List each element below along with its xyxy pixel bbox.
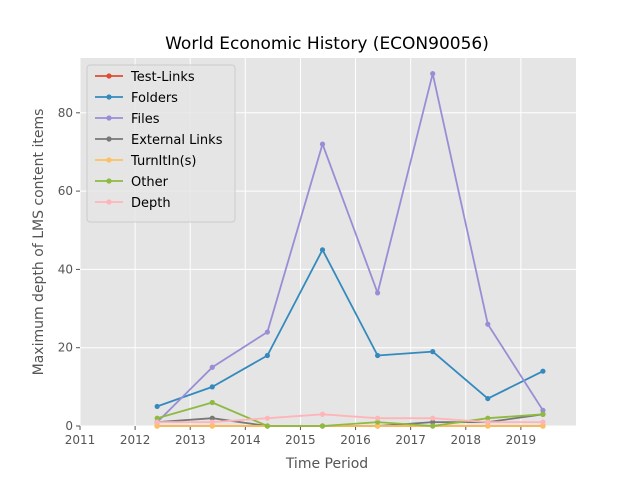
data-point xyxy=(264,329,270,335)
data-point xyxy=(319,247,326,253)
legend-entry-label: Test-Links xyxy=(130,70,195,85)
data-point xyxy=(209,423,215,429)
y-axis-ticks: 0 20 40 60 80 xyxy=(58,106,80,433)
series-files xyxy=(154,71,546,425)
x-tick-label: 2015 xyxy=(285,433,316,447)
series-folders xyxy=(154,247,546,410)
series-line xyxy=(156,72,544,423)
legend-swatch-marker xyxy=(106,178,112,184)
x-tick-label: 2011 xyxy=(65,433,96,447)
data-point xyxy=(154,423,160,429)
legend-swatch-marker xyxy=(106,136,112,142)
data-point xyxy=(319,411,326,417)
data-point xyxy=(430,71,436,77)
x-tick-label: 2019 xyxy=(506,433,537,447)
data-point xyxy=(375,352,381,359)
legend-entry-label: Other xyxy=(131,175,169,190)
data-point xyxy=(485,321,491,327)
series-line xyxy=(157,413,543,424)
data-point xyxy=(154,419,160,425)
x-tick-label: 2013 xyxy=(175,433,206,447)
x-tick-label: 2018 xyxy=(451,433,482,447)
data-point xyxy=(540,423,546,429)
data-point xyxy=(209,384,215,390)
legend-box xyxy=(86,64,236,223)
legend: Test-Links Folders Files External Links Turn… xyxy=(86,64,236,223)
data-point xyxy=(485,395,491,402)
y-tick-label: 20 xyxy=(58,341,73,355)
legend-entry-label: External Links xyxy=(131,133,223,148)
legend-entry-label: Folders xyxy=(131,91,178,106)
x-tick-label: 2016 xyxy=(340,433,371,447)
data-point xyxy=(209,364,215,370)
data-point xyxy=(485,415,491,421)
x-tick-label: 2012 xyxy=(120,433,151,447)
data-point xyxy=(540,411,546,417)
x-axis-ticks: 2011 2012 2013 2014 2015 2016 2017 2018 2019 xyxy=(65,426,536,447)
data-point xyxy=(430,415,436,421)
x-axis-label: Time Period xyxy=(285,456,368,472)
legend-entry-label: TurnItIn(s) xyxy=(130,154,196,169)
data-point xyxy=(209,419,215,425)
data-point xyxy=(319,423,326,429)
data-point xyxy=(375,290,381,296)
series-depth xyxy=(154,411,546,425)
data-point xyxy=(485,423,491,429)
y-tick-label: 40 xyxy=(58,262,73,276)
legend-swatch-marker xyxy=(106,157,112,163)
y-tick-label: 60 xyxy=(58,184,73,198)
data-point xyxy=(375,415,381,421)
legend-entry-label: Files xyxy=(131,112,160,127)
y-tick-label: 80 xyxy=(58,106,73,120)
data-point xyxy=(430,423,436,429)
data-point xyxy=(540,368,546,374)
legend-swatch-marker xyxy=(106,73,112,79)
data-point xyxy=(154,415,160,421)
data-point xyxy=(209,399,215,406)
data-point xyxy=(540,419,546,425)
data-point xyxy=(264,415,270,421)
legend-swatch-marker xyxy=(106,115,112,121)
data-point xyxy=(319,141,326,147)
series-layer xyxy=(154,71,546,429)
data-point xyxy=(375,419,381,425)
data-point xyxy=(375,423,381,429)
series-line xyxy=(156,248,544,408)
series-other xyxy=(154,399,546,429)
data-point xyxy=(540,407,546,413)
x-tick-label: 2017 xyxy=(395,433,426,447)
data-point xyxy=(430,349,436,355)
data-point xyxy=(485,419,491,425)
data-point xyxy=(264,423,270,429)
y-axis-label: Maximum depth of LMS content items xyxy=(31,109,47,376)
data-point xyxy=(154,403,160,410)
x-tick-label: 2014 xyxy=(230,433,261,447)
data-point xyxy=(430,419,436,425)
chart-title: World Economic History (ECON90056) xyxy=(165,34,489,54)
legend-entry-label: Depth xyxy=(131,196,171,211)
data-point xyxy=(264,352,270,359)
series-line xyxy=(156,401,543,427)
data-point xyxy=(209,415,215,421)
legend-swatch-marker xyxy=(106,199,112,205)
y-tick-label: 0 xyxy=(65,419,73,433)
legend-swatch-marker xyxy=(106,94,112,100)
